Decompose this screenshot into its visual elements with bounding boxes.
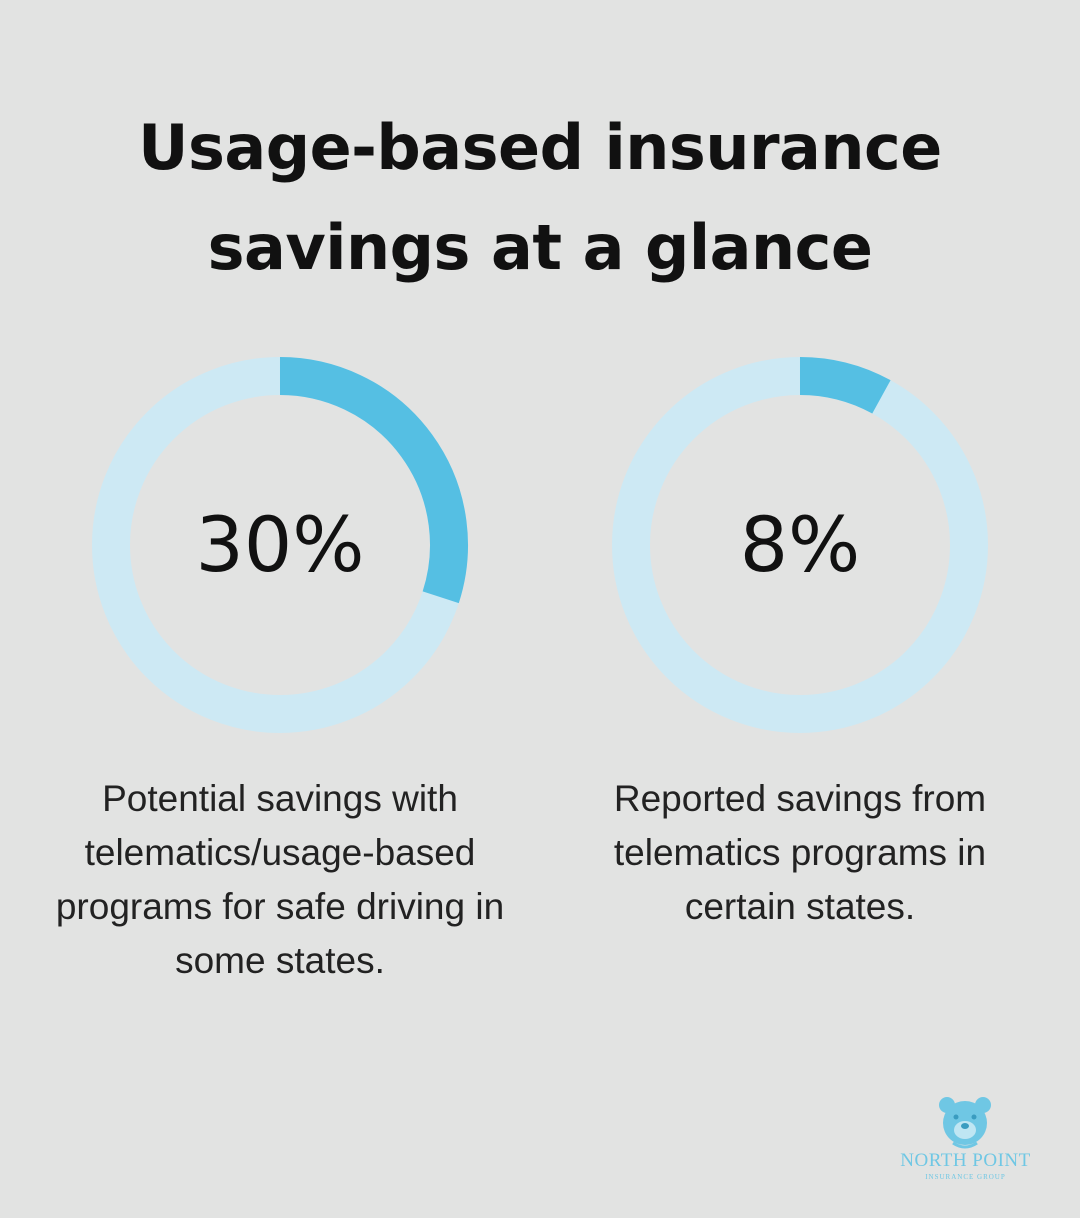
donut-chart-2: 8% [610, 355, 990, 735]
donut-chart-1-svg [92, 357, 468, 733]
title-line-2: savings at a glance [207, 211, 873, 284]
logo-name: NORTH POINT [900, 1150, 1031, 1171]
donut-chart-1-arc [279, 357, 468, 604]
donut-chart-1-caption: Potential savings with telematics/usage-… [55, 778, 505, 981]
donut-chart-1: 30% [90, 355, 470, 735]
donut-chart-1-value: 30% [195, 500, 365, 589]
donut-chart-2-arc [799, 357, 891, 414]
donut-chart-2-svg [612, 357, 988, 733]
infographic-title: Usage-based insurance savings at a glanc… [40, 98, 1040, 298]
logo-tagline: INSURANCE GROUP [925, 1173, 1006, 1181]
title-line-1: Usage-based insurance [138, 111, 942, 184]
bear-head-icon [939, 1097, 991, 1149]
donut-chart-2-value: 8% [739, 500, 861, 589]
north-point-logo: NORTH POINT INSURANCE GROUP [888, 1095, 1043, 1185]
donut-chart-2-caption: Reported savings from telematics program… [613, 778, 987, 927]
